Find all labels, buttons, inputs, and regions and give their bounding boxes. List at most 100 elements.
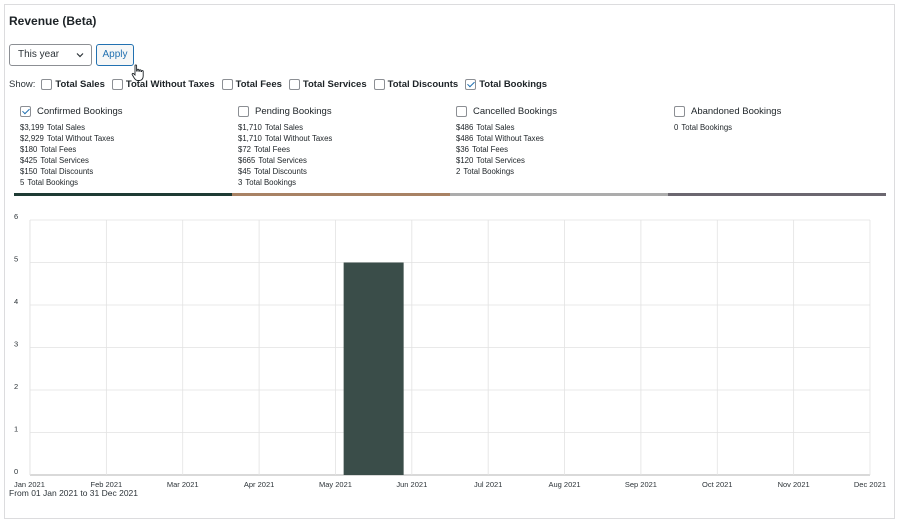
group-toggle-pending-bookings[interactable]: Pending Bookings: [238, 104, 448, 118]
filter-total-sales-checkbox[interactable]: [41, 78, 53, 90]
stat-label: Total Bookings: [681, 123, 733, 132]
stat-label: Total Bookings: [27, 178, 79, 187]
stat-value: $1,710: [238, 123, 262, 132]
stat-value: $665: [238, 156, 256, 165]
stat-value: $486: [456, 123, 474, 132]
stat-value: $425: [20, 156, 38, 165]
stat-value: $2,929: [20, 134, 44, 143]
stat-row: 2 Total Bookings: [456, 166, 666, 177]
filter-total-sales[interactable]: Total Sales: [41, 78, 105, 90]
filter-total-bookings[interactable]: Total Bookings: [465, 78, 548, 90]
filter-total-services-checkbox[interactable]: [288, 78, 300, 90]
group-toggle-confirmed-bookings[interactable]: Confirmed Bookings: [20, 104, 230, 118]
stat-label: Total Sales: [476, 123, 515, 132]
stat-row: $665 Total Services: [238, 155, 448, 166]
filter-total-services[interactable]: Total Services: [288, 78, 367, 90]
show-filter-row: Show: Total Sales Total Without Taxes Tota…: [9, 77, 554, 91]
group-checkbox[interactable]: [238, 105, 249, 117]
stat-row: $180 Total Fees: [20, 144, 230, 155]
stat-value: $72: [238, 145, 252, 154]
chevron-down-icon: [76, 53, 84, 58]
group-checkbox[interactable]: [674, 105, 685, 117]
filter-total-without-taxes[interactable]: Total Without Taxes: [111, 78, 215, 90]
stat-row: 0 Total Bookings: [674, 122, 884, 133]
filter-total-discounts[interactable]: Total Discounts: [373, 78, 459, 90]
apply-button[interactable]: Apply: [96, 44, 134, 66]
filter-total-fees-checkbox[interactable]: [221, 78, 233, 90]
filter-label: Total Sales: [55, 78, 105, 90]
stat-label: Total Services: [258, 156, 307, 165]
group-pending-bookings: Pending Bookings $1,710 Total Sales $1,710 T…: [238, 104, 448, 188]
stat-value: 2: [456, 167, 461, 176]
stat-row: 3 Total Bookings: [238, 177, 448, 188]
stat-label: Total Fees: [254, 145, 290, 154]
filter-label: Total Discounts: [387, 78, 459, 90]
hand-pointer-icon: [131, 64, 144, 81]
stat-label: Total Bookings: [463, 167, 515, 176]
stat-value: $3,199: [20, 123, 44, 132]
stat-value: $150: [20, 167, 38, 176]
stat-row: $1,710 Total Sales: [238, 122, 448, 133]
stat-value: $486: [456, 134, 474, 143]
stat-label: Total Bookings: [245, 178, 297, 187]
stat-row: $425 Total Services: [20, 155, 230, 166]
group-color-bar-cancelled-bookings: [450, 193, 668, 196]
stat-label: Total Sales: [264, 123, 303, 132]
filter-label: Total Services: [302, 78, 367, 90]
stat-value: 3: [238, 178, 243, 187]
stat-label: Total Sales: [46, 123, 85, 132]
group-name: Cancelled Bookings: [473, 105, 557, 117]
group-color-bar-confirmed-bookings: [14, 193, 232, 196]
filter-label: Total Fees: [235, 78, 282, 90]
stat-label: Total Without Taxes: [476, 134, 544, 143]
stat-row: $486 Total Sales: [456, 122, 666, 133]
period-select[interactable]: This year: [9, 44, 92, 66]
stat-label: Total Without Taxes: [46, 134, 115, 143]
stat-value: $45: [238, 167, 252, 176]
group-confirmed-bookings: Confirmed Bookings $3,199 Total Sales $2,92…: [20, 104, 230, 188]
stat-value: $1,710: [238, 134, 262, 143]
group-color-bar-pending-bookings: [232, 193, 450, 196]
stat-label: Total Discounts: [254, 167, 307, 176]
stat-row: $36 Total Fees: [456, 144, 666, 155]
stat-value: $180: [20, 145, 38, 154]
stat-row: $120 Total Services: [456, 155, 666, 166]
revenue-panel: [4, 4, 895, 519]
stat-row: 5 Total Bookings: [20, 177, 230, 188]
stat-row: $486 Total Without Taxes: [456, 133, 666, 144]
filter-total-fees[interactable]: Total Fees: [221, 78, 282, 90]
stat-row: $150 Total Discounts: [20, 166, 230, 177]
stat-value: $36: [456, 145, 470, 154]
filter-label: Total Bookings: [479, 78, 548, 90]
group-abandoned-bookings: Abandoned Bookings 0 Total Bookings: [674, 104, 884, 133]
show-label: Show:: [9, 78, 36, 90]
filter-total-bookings-checkbox[interactable]: [465, 78, 477, 90]
stat-label: Total Services: [40, 156, 89, 165]
stat-row: $45 Total Discounts: [238, 166, 448, 177]
stat-row: $3,199 Total Sales: [20, 122, 230, 133]
group-name: Confirmed Bookings: [37, 105, 123, 117]
stat-label: Total Services: [476, 156, 525, 165]
stat-row: $1,710 Total Without Taxes: [238, 133, 448, 144]
group-cancelled-bookings: Cancelled Bookings $486 Total Sales $486 Tot…: [456, 104, 666, 177]
date-range-text: From 01 Jan 2021 to 31 Dec 2021: [9, 488, 138, 498]
period-select-value: This year: [18, 49, 60, 60]
group-color-bar-abandoned-bookings: [668, 193, 886, 196]
stat-value: $120: [456, 156, 474, 165]
group-toggle-abandoned-bookings[interactable]: Abandoned Bookings: [674, 104, 884, 118]
group-checkbox[interactable]: [456, 105, 467, 117]
group-name: Abandoned Bookings: [691, 105, 782, 117]
stat-label: Total Fees: [472, 145, 508, 154]
stat-label: Total Discounts: [40, 167, 94, 176]
stat-label: Total Fees: [40, 145, 77, 154]
group-name: Pending Bookings: [255, 105, 332, 117]
panel-title: Revenue (Beta): [9, 14, 97, 28]
stat-value: 0: [674, 123, 679, 132]
filter-total-without-taxes-checkbox[interactable]: [111, 78, 123, 90]
group-checkbox[interactable]: [20, 105, 31, 117]
stat-row: $72 Total Fees: [238, 144, 448, 155]
stat-value: 5: [20, 178, 25, 187]
filter-total-discounts-checkbox[interactable]: [373, 78, 385, 90]
group-toggle-cancelled-bookings[interactable]: Cancelled Bookings: [456, 104, 666, 118]
filter-label: Total Without Taxes: [125, 78, 215, 90]
